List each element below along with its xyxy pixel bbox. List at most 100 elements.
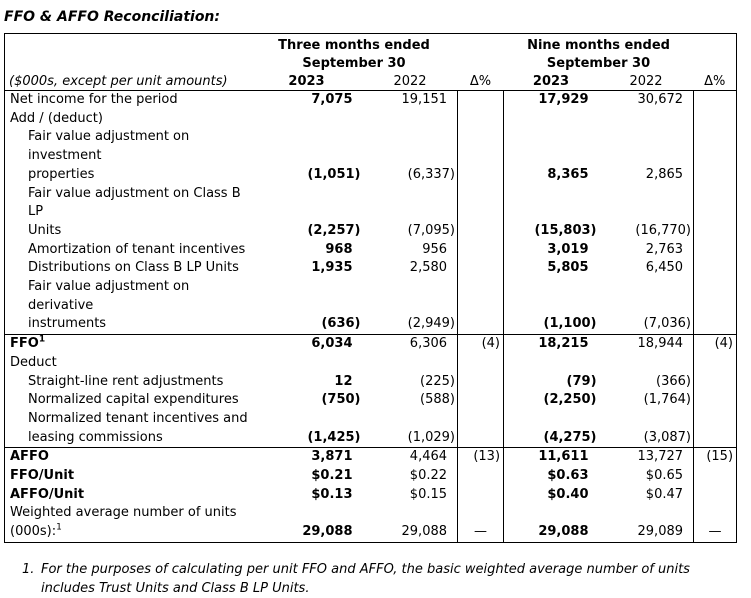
row-label: AFFO/Unit (10, 486, 85, 502)
value-cell: (1,425) (307, 429, 361, 445)
footnote-number: 1. (22, 561, 35, 577)
value-cell: 12 (334, 373, 353, 389)
delta-cell (457, 240, 505, 260)
value-cell: (636) (321, 316, 361, 332)
table-row: Amortization of tenant incentives 968 956 3… (5, 240, 737, 260)
table-caption: ($000s, except per unit amounts) (4, 73, 251, 91)
value-cell: 29,089 (637, 524, 684, 540)
value-cell: (3,087) (643, 429, 692, 445)
delta-cell (457, 259, 505, 279)
footnote-text: For the purposes of calculating per unit… (41, 561, 690, 596)
delta-cell (693, 467, 737, 486)
table-row: Straight-line rent adjustments 12 (225) (79… (5, 372, 737, 392)
value-cell: 19,151 (401, 92, 448, 107)
value-cell (504, 354, 599, 373)
table-row: Normalized tenant incentives and leasing … (5, 409, 737, 448)
row-label: Fair value adjustment on Class B LP Units (28, 185, 241, 238)
value-cell: 8,365 (547, 166, 589, 182)
value-cell: (1,100) (543, 316, 597, 332)
row-label: FFO1 (4, 334, 251, 354)
value-cell: 6,306 (362, 334, 458, 354)
value-cell: 3,019 (547, 241, 589, 257)
delta-cell (457, 90, 505, 110)
table-body: Net income for the period 7,075 19,151 17,9… (4, 90, 737, 543)
table-row: Normalized capital expenditures (750) (588… (5, 391, 737, 410)
delta-cell (457, 485, 505, 505)
value-cell: (1,051) (307, 166, 361, 182)
column-header: Δ% (693, 73, 737, 91)
value-cell: 7,075 (311, 92, 353, 107)
value-cell: (2,250) (543, 392, 597, 408)
table-row: Deduct (5, 353, 737, 373)
value-cell: 2,763 (645, 241, 684, 257)
delta-cell (693, 184, 737, 241)
delta-cell (457, 372, 505, 392)
value-cell: $0.21 (311, 468, 353, 484)
value-cell: (750) (321, 392, 361, 408)
delta-cell (457, 353, 505, 373)
value-cell: 11,611 (503, 447, 599, 468)
value-cell: (15,803) (534, 222, 597, 238)
value-cell: 2,865 (645, 166, 684, 182)
value-cell: 29,088 (302, 524, 353, 540)
row-label: Straight-line rent adjustments (28, 373, 224, 389)
value-cell: 18,944 (598, 334, 694, 354)
value-cell: 1,935 (311, 260, 353, 276)
table-row: Net income for the period 7,075 19,151 17,9… (5, 90, 737, 110)
value-cell: 18,215 (503, 334, 599, 354)
group-header-row: Three months ended September 30 Nine month… (5, 34, 737, 74)
row-label: Normalized capital expenditures (28, 392, 239, 408)
column-group-title: Nine months ended September 30 (527, 38, 670, 71)
column-header: 2022 (598, 73, 694, 91)
value-cell: (79) (566, 373, 597, 389)
delta-cell: (4) (693, 334, 737, 354)
value-cell: (7,036) (643, 316, 692, 332)
value-cell: $0.65 (645, 468, 684, 484)
row-label: Distributions on Class B LP Units (28, 260, 239, 276)
value-cell: 30,672 (637, 92, 684, 107)
column-header: Δ% (457, 73, 504, 91)
delta-cell (457, 109, 505, 129)
value-cell: $0.40 (547, 486, 589, 502)
delta-cell (457, 409, 505, 448)
table-row: Fair value adjustment on investment prope… (5, 128, 737, 185)
value-cell: (2,257) (307, 222, 361, 238)
delta-cell (693, 391, 737, 410)
delta-cell: (15) (693, 447, 737, 468)
column-header: 2023 (503, 73, 599, 91)
value-cell: 968 (325, 241, 353, 257)
value-cell: 3,871 (250, 447, 363, 468)
value-cell: (1,764) (643, 392, 692, 408)
value-cell (599, 110, 694, 129)
row-label: AFFO (4, 447, 251, 468)
table-header: Three months ended September 30 Nine month… (4, 34, 737, 91)
delta-cell (693, 409, 737, 448)
value-cell: (588) (420, 392, 456, 408)
value-cell (251, 110, 363, 129)
column-group-title: Three months ended September 30 (278, 38, 430, 71)
row-label: Weighted average number of units (000s):1 (10, 505, 237, 540)
value-cell: 6,450 (645, 260, 684, 276)
table-row: Add / (deduct) (5, 109, 737, 129)
table-row: FFO1 6,034 6,306 (4) 18,215 18,944 (4) (4, 334, 737, 354)
delta-cell: (13) (457, 447, 505, 468)
value-cell (504, 110, 599, 129)
delta-cell (693, 353, 737, 373)
row-label: Fair value adjustment on investment prope… (28, 129, 190, 182)
column-header: 2023 (250, 73, 363, 91)
delta-cell (693, 372, 737, 392)
value-cell: $0.47 (645, 486, 684, 502)
row-label: FFO/Unit (10, 468, 75, 484)
delta-cell (457, 467, 505, 486)
table-row: FFO/Unit $0.21 $0.22 $0.63 $0.65 (5, 467, 737, 486)
delta-cell: — (457, 504, 505, 543)
value-cell: 29,088 (401, 524, 448, 540)
delta-cell (693, 128, 737, 185)
value-cell: (6,337) (407, 166, 456, 182)
group-header-spacer (694, 34, 737, 74)
value-cell: $0.15 (409, 486, 448, 502)
page-title: FFO & AFFO Reconciliation: (4, 9, 221, 25)
footnote: 1. For the purposes of calculating per u… (22, 560, 751, 598)
delta-cell (457, 128, 505, 185)
row-label: Amortization of tenant incentives (28, 241, 246, 257)
